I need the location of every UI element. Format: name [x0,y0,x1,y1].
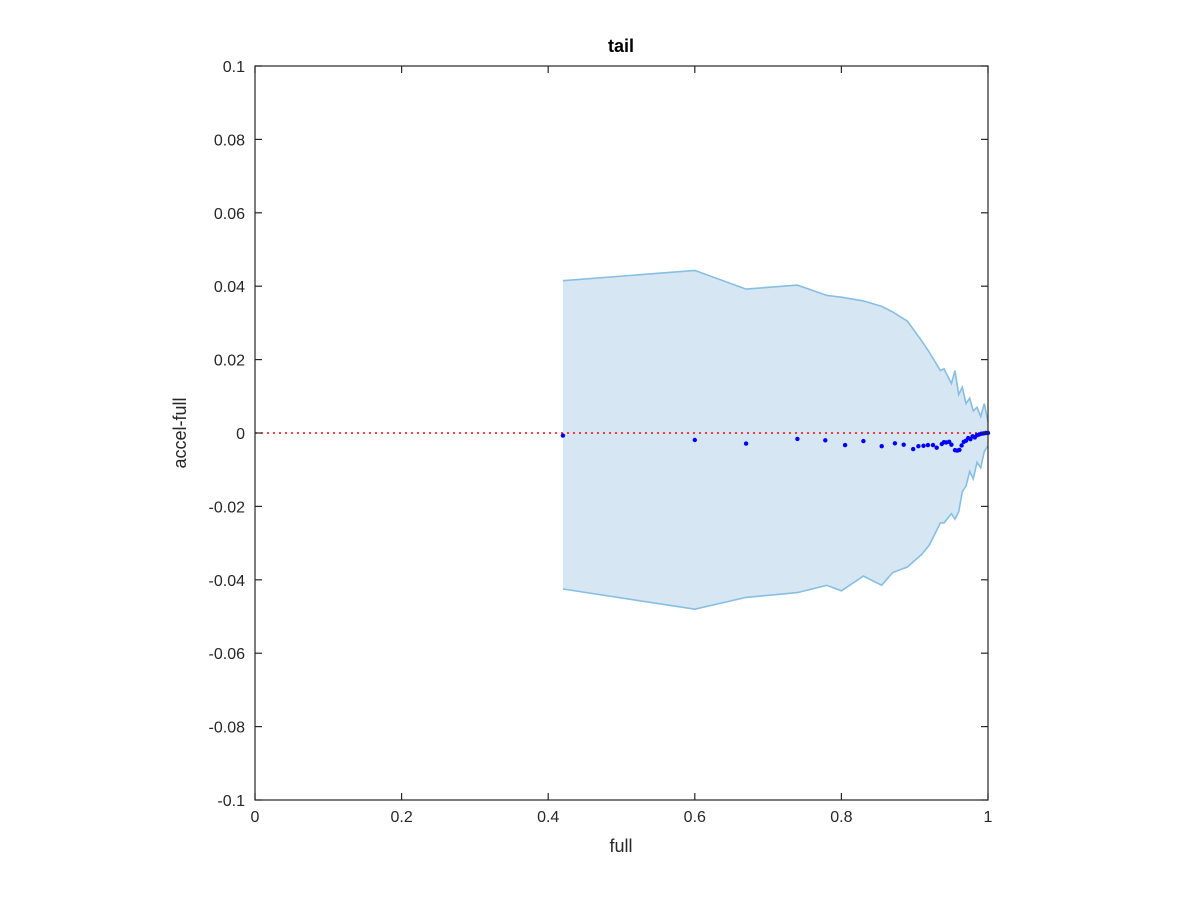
chart-title: tail [608,36,634,56]
y-tick-label: 0.1 [223,59,245,76]
data-point [795,436,800,442]
y-tick-label: 0.04 [214,279,245,296]
data-point [930,442,936,448]
data-point [925,442,931,448]
data-point [879,444,884,449]
band-lower-edge [562,445,989,611]
y-tick-label: -0.1 [217,793,245,810]
x-axis-ticks: 0 0.2 0.4 0.6 0.8 1 [251,66,993,826]
data-point [743,441,749,446]
y-tick-label: -0.08 [209,720,246,737]
band-area [562,270,988,610]
band-upper-edge [562,269,989,423]
data-point [916,444,921,449]
x-axis-label: full [609,836,632,856]
data-point [957,447,962,453]
data-point [934,445,939,450]
x-tick-label: 0 [251,809,260,826]
data-point [949,442,954,447]
confidence-band [562,269,989,611]
data-point [892,441,898,446]
data-point [861,438,866,444]
x-tick-label: 0.2 [390,809,412,826]
x-tick-label: 0.8 [830,809,852,826]
x-tick-label: 0.4 [537,809,559,826]
y-tick-label: -0.06 [209,646,246,663]
data-point [911,446,916,452]
y-tick-label: -0.02 [209,499,246,516]
data-point [560,433,566,438]
data-point [692,437,697,443]
data-point [842,442,848,448]
data-point [959,443,964,448]
data-point [921,443,926,448]
y-tick-label: 0 [236,426,245,443]
y-tick-label: -0.04 [209,573,246,590]
y-tick-label: 0.08 [214,132,245,149]
x-tick-label: 0.6 [684,809,706,826]
y-axis-ticks: -0.1 -0.08 -0.06 -0.04 -0.02 0 0.02 0.04 0.06 0.0… [209,59,988,810]
y-tick-label: 0.06 [214,206,245,223]
y-axis-label: accel-full [170,397,190,468]
data-points [560,430,991,453]
y-tick-label: 0.02 [214,353,245,370]
x-tick-label: 1 [984,809,993,826]
data-point [823,438,828,443]
data-point [901,442,906,447]
